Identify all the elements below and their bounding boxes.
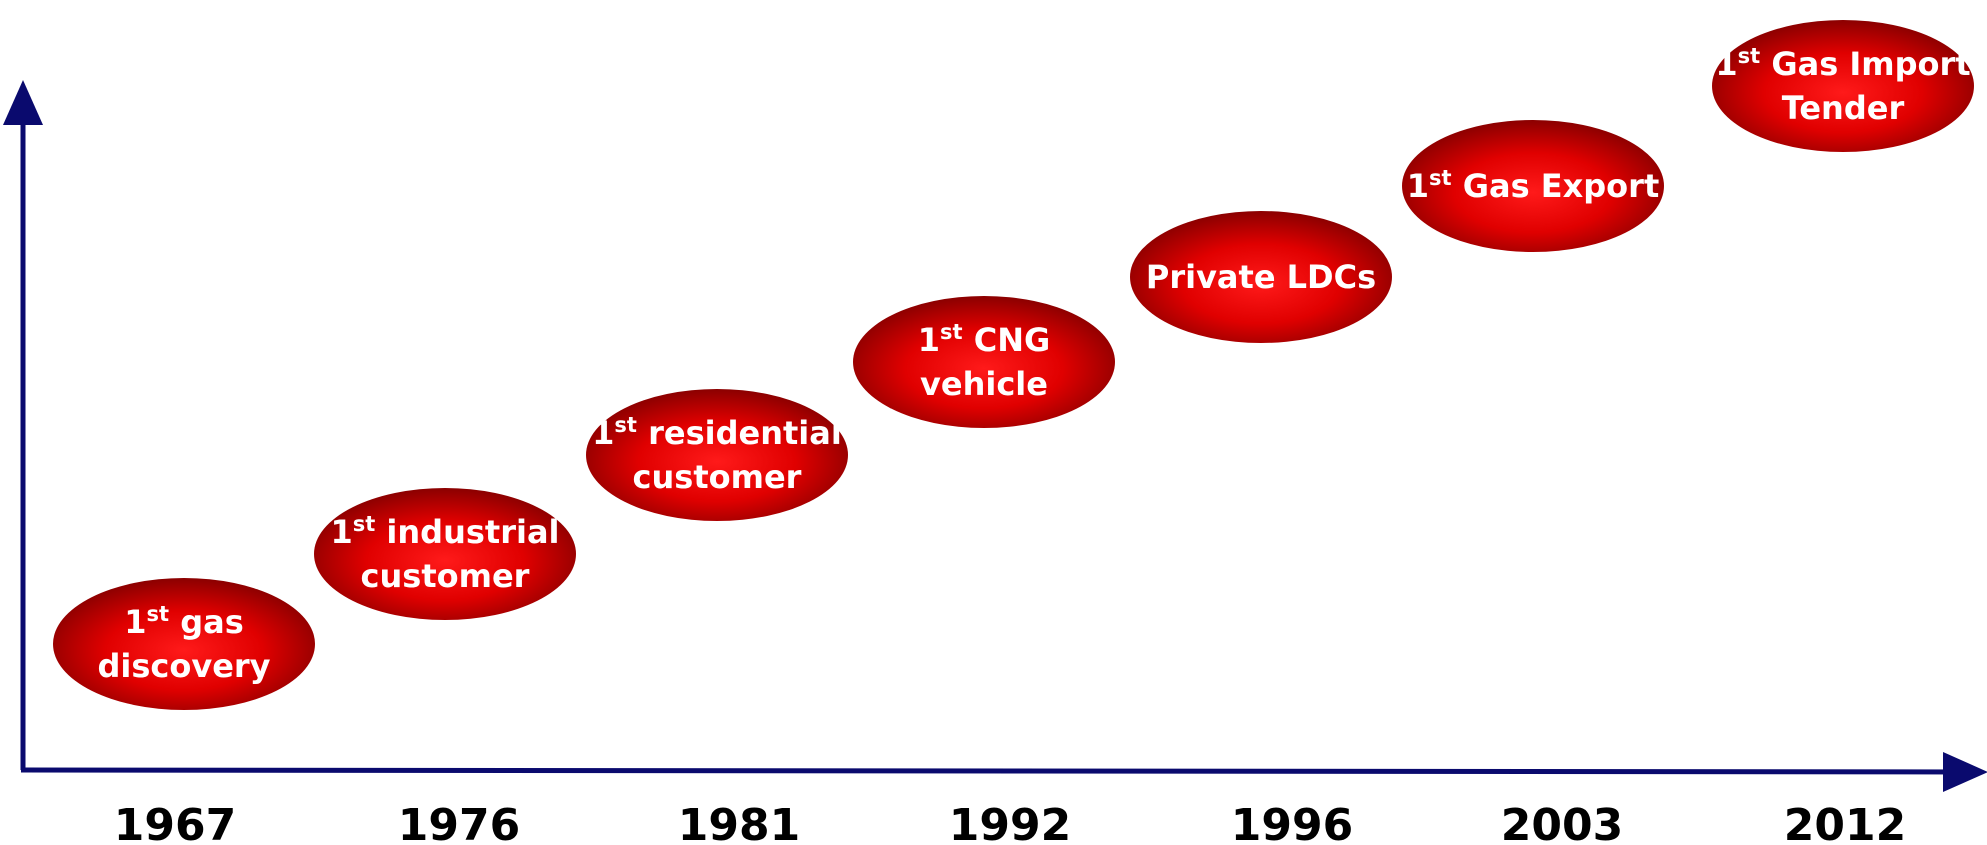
label-text: 1 — [1715, 45, 1737, 83]
year-label: 1976 — [398, 800, 520, 845]
event-label: customer — [633, 458, 802, 496]
event-bubble — [853, 296, 1115, 428]
event-label: Private LDCs — [1146, 258, 1376, 296]
year-label: 2003 — [1501, 800, 1623, 845]
event-label: 1st Gas Import — [1715, 44, 1970, 83]
event-label: Tender — [1782, 89, 1905, 127]
event-label: 1st Gas Export — [1407, 166, 1659, 205]
year-label: 2012 — [1784, 800, 1906, 845]
year-label: 1967 — [114, 800, 236, 845]
event-bubble — [586, 389, 848, 521]
event: 1st Gas Import Tender — [1712, 20, 1974, 152]
event-label: 1st CNG — [918, 320, 1050, 359]
label-text: 1 — [1407, 167, 1429, 205]
year-label: 1996 — [1231, 800, 1353, 845]
label-sup: st — [614, 413, 637, 437]
x-axis — [20, 751, 1987, 792]
event-bubble — [1712, 20, 1974, 152]
label-text: 1 — [592, 414, 614, 452]
label-text: 1 — [330, 513, 352, 551]
event: Private LDCs — [1130, 211, 1392, 343]
event: 1st CNG vehicle — [853, 296, 1115, 428]
label-text: Gas Export — [1452, 167, 1660, 205]
label-text: 1 — [124, 603, 146, 641]
event-label: discovery — [97, 647, 270, 685]
event-bubble — [1130, 211, 1392, 343]
event-label: customer — [361, 557, 530, 595]
event-label: 1st industrial — [330, 512, 559, 551]
event-bubble — [1402, 120, 1664, 252]
event: 1st industrial customer — [314, 488, 576, 620]
event: 1st residential customer — [586, 389, 848, 521]
label-text: Gas Import — [1760, 45, 1970, 83]
event-label: 1st gas — [124, 602, 244, 641]
year-label: 1981 — [678, 800, 800, 845]
event: 1st gas discovery — [53, 578, 315, 710]
label-text: 1 — [918, 321, 940, 359]
label-sup: st — [147, 602, 170, 626]
label-sup: st — [353, 512, 376, 536]
label-text: industrial — [375, 513, 559, 551]
label-text: residential — [637, 414, 842, 452]
label-text: gas — [169, 603, 244, 641]
event-bubble — [53, 578, 315, 710]
label-sup: st — [940, 320, 963, 344]
label-text: CNG — [963, 321, 1051, 359]
year-label: 1992 — [949, 800, 1071, 845]
event-label: vehicle — [920, 365, 1048, 403]
label-sup: st — [1738, 44, 1761, 68]
label-sup: st — [1429, 166, 1452, 190]
event-bubble — [314, 488, 576, 620]
event-label: 1st residential — [592, 413, 842, 452]
event: 1st Gas Export — [1402, 120, 1664, 252]
